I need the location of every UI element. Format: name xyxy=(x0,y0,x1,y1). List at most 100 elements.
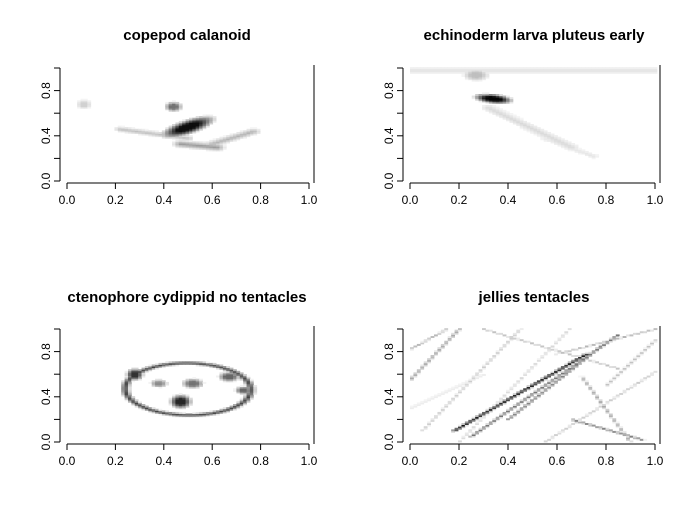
heatmap-cell xyxy=(495,68,500,71)
heatmap-cell xyxy=(608,378,613,381)
heatmap-cell xyxy=(591,392,596,395)
heatmap-cell xyxy=(444,343,449,346)
heatmap-cell xyxy=(229,380,234,383)
panel-title: echinoderm larva pluteus early xyxy=(424,27,646,44)
heatmap-cell xyxy=(165,130,170,133)
heatmap-cell xyxy=(560,71,565,74)
heatmap-cell xyxy=(519,117,524,120)
heatmap-cell xyxy=(182,396,186,399)
heatmap-cell xyxy=(550,141,555,144)
heatmap-cell xyxy=(636,354,641,357)
axes: 0.00.40.80.0 0.2 0.4 0.6 0.8 1.0 xyxy=(39,65,318,207)
heatmap-cell xyxy=(195,122,200,125)
heatmap-cell xyxy=(488,359,493,362)
x-tick-label: 0.8 xyxy=(598,193,615,207)
heatmap-cell xyxy=(578,68,582,71)
heatmap-cell xyxy=(178,106,183,109)
heatmap-cell xyxy=(502,111,507,114)
heatmap-cell xyxy=(182,125,186,128)
heatmap-cell xyxy=(243,385,247,388)
heatmap-cell xyxy=(155,411,159,414)
heatmap-cell xyxy=(233,389,237,392)
heatmap-cell xyxy=(578,356,582,359)
heatmap-cell xyxy=(423,427,428,430)
heatmap-cell xyxy=(584,154,589,157)
heatmap-cell xyxy=(533,383,538,386)
heatmap-cell xyxy=(239,375,244,378)
heatmap-cell xyxy=(488,407,493,410)
heatmap-cell xyxy=(205,117,210,120)
heatmap-cell xyxy=(523,373,528,376)
heatmap-cell xyxy=(612,397,617,400)
heatmap-cell xyxy=(492,108,497,111)
heatmap-cell xyxy=(114,127,119,130)
heatmap-cell xyxy=(488,106,493,109)
heatmap-cell xyxy=(172,127,176,130)
heatmap-cell xyxy=(605,381,610,384)
heatmap-cell xyxy=(554,139,558,142)
heatmap-cell xyxy=(192,130,197,133)
heatmap-cell xyxy=(581,416,586,419)
heatmap-cell xyxy=(619,68,624,71)
heatmap-cell xyxy=(536,343,541,346)
heatmap-cell xyxy=(536,392,541,395)
heatmap-cell xyxy=(144,131,149,134)
heatmap-cell xyxy=(543,139,548,142)
heatmap-cell xyxy=(454,332,459,335)
heatmap-cell xyxy=(464,67,469,70)
heatmap-cell xyxy=(650,67,654,70)
heatmap-cell xyxy=(571,71,576,74)
heatmap-cell xyxy=(557,67,562,70)
heatmap-cell xyxy=(560,144,565,147)
heatmap-cell xyxy=(516,339,521,342)
heatmap-cell xyxy=(571,419,576,422)
heatmap-cell xyxy=(543,440,548,443)
heatmap-cell xyxy=(612,377,617,380)
heatmap-cell xyxy=(222,370,227,373)
heatmap-cell xyxy=(229,367,234,370)
heatmap-cell xyxy=(437,348,442,351)
heatmap-cell xyxy=(148,381,153,384)
heatmap-cell xyxy=(253,131,258,134)
heatmap-cell xyxy=(461,424,466,427)
heatmap-cell xyxy=(185,405,190,408)
heatmap-cell xyxy=(239,397,244,400)
heatmap-cell xyxy=(629,440,634,443)
heatmap-cell xyxy=(249,130,254,133)
heatmap-cell xyxy=(512,337,517,340)
heatmap-cell xyxy=(560,143,565,146)
heatmap-cell xyxy=(427,337,431,340)
heatmap-cell xyxy=(83,98,88,101)
heatmap-cell xyxy=(427,68,431,71)
heatmap-cell xyxy=(236,377,241,380)
heatmap-cell xyxy=(482,366,486,369)
heatmap-cell xyxy=(172,106,176,109)
heatmap-cell xyxy=(219,375,224,378)
heatmap-cell xyxy=(506,399,510,402)
heatmap-cell xyxy=(87,105,92,108)
heatmap-cell xyxy=(131,396,136,399)
heatmap-cell xyxy=(653,71,658,74)
heatmap-cell xyxy=(584,381,589,384)
heatmap-cell xyxy=(222,410,227,413)
heatmap-cell xyxy=(205,146,210,149)
heatmap-cell xyxy=(464,70,469,73)
heatmap-cell xyxy=(615,337,620,340)
heatmap-cell xyxy=(502,402,507,405)
heatmap-cell xyxy=(144,405,149,408)
heatmap-cell xyxy=(495,418,500,421)
heatmap-cell xyxy=(578,362,582,365)
heatmap-cell xyxy=(178,361,183,364)
heatmap-cell xyxy=(519,120,524,123)
heatmap-cell xyxy=(574,358,579,361)
heatmap-cell xyxy=(632,359,637,362)
heatmap-cell xyxy=(185,124,190,127)
heatmap-cell xyxy=(530,130,534,133)
heatmap-cell xyxy=(571,348,576,351)
heatmap-cell xyxy=(195,361,200,364)
heatmap-cell xyxy=(643,438,648,441)
x-tick-label: 0.2 xyxy=(451,193,468,207)
heatmap-cell xyxy=(588,353,593,356)
heatmap-cell xyxy=(554,71,558,74)
heatmap-cell xyxy=(138,400,142,403)
